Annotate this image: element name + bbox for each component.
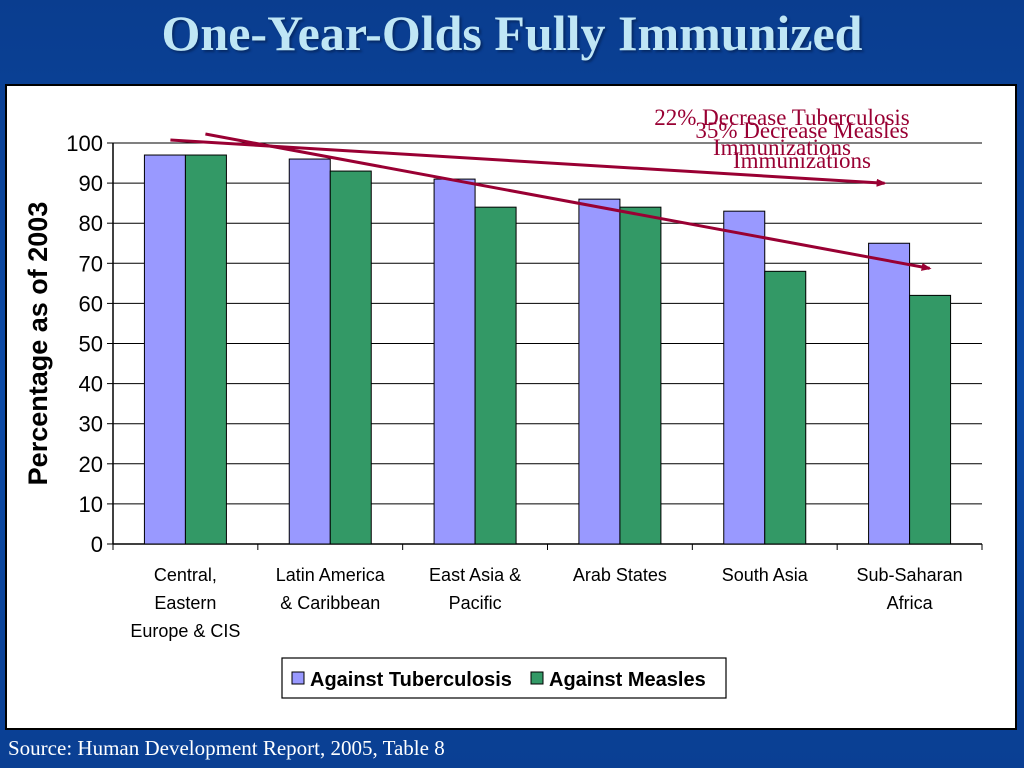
measles-trend-arrow <box>205 132 932 271</box>
x-tick-label: Eastern <box>154 593 216 613</box>
legend-swatch-tuberculosis <box>291 671 305 685</box>
y-axis-title: Percentage as of 2003 <box>23 202 53 486</box>
source-citation: Source: Human Development Report, 2005, … <box>8 736 445 760</box>
y-tick-label: 80 <box>79 211 103 236</box>
y-tick-label: 70 <box>79 251 103 276</box>
y-tick-label: 100 <box>66 131 103 156</box>
bar-chart: 0 10 20 30 40 50 60 70 80 90 100 Percentage as of 2… <box>23 105 983 699</box>
y-tick-label: 10 <box>79 492 103 517</box>
slide-title: One-Year-Olds Fully Immunized <box>161 5 863 61</box>
x-tick-label: & Caribbean <box>280 593 380 613</box>
y-tick-label: 60 <box>79 291 103 316</box>
legend-label-measles: Against Measles <box>549 669 706 691</box>
bar-measles <box>619 206 662 545</box>
bar-measles <box>329 170 372 545</box>
x-tick-label: Sub-Saharan <box>857 565 963 585</box>
x-tick-label: Europe & CIS <box>130 621 240 641</box>
bar-tuberculosis <box>868 242 911 545</box>
tuberculosis-trend-arrow <box>170 138 887 187</box>
bar-measles <box>474 206 517 545</box>
bar-measles <box>909 294 952 545</box>
bar-measles <box>764 270 807 545</box>
bar-measles <box>184 154 227 545</box>
bar-tuberculosis <box>143 154 186 545</box>
x-tick-label: Central, <box>154 565 217 585</box>
chart-frame: 0 10 20 30 40 50 60 70 80 90 100 Percentage as of 2… <box>5 84 1017 730</box>
y-tick-label: 90 <box>79 171 103 196</box>
y-tick-label: 30 <box>79 412 103 437</box>
measles-decrease-annotation: 35% Decrease Measles <box>695 118 908 143</box>
bar-tuberculosis <box>578 198 621 545</box>
bar-tuberculosis <box>288 158 331 545</box>
y-tick-label: 50 <box>79 332 103 357</box>
x-tick-label: Latin America <box>276 565 386 585</box>
tuberculosis-decrease-annotation: 22% Decrease Tuberculosis <box>654 105 910 130</box>
x-tick-label: Arab States <box>573 565 667 585</box>
legend-box <box>281 657 727 699</box>
x-tick-label: Africa <box>887 593 934 613</box>
tuberculosis-decrease-annotation: Immunizations <box>713 135 851 160</box>
legend-swatch-measles <box>530 671 544 685</box>
y-tick-label: 0 <box>91 532 103 557</box>
y-tick-label: 40 <box>79 372 103 397</box>
measles-decrease-annotation: Immunizations <box>733 148 871 173</box>
y-tick-label: 20 <box>79 452 103 477</box>
x-tick-label: Pacific <box>449 593 502 613</box>
x-tick-label: East Asia & <box>429 565 521 585</box>
legend-label-tuberculosis: Against Tuberculosis <box>310 669 512 691</box>
x-tick-label: South Asia <box>722 565 809 585</box>
bar-tuberculosis <box>723 210 766 545</box>
bar-tuberculosis <box>433 178 476 545</box>
